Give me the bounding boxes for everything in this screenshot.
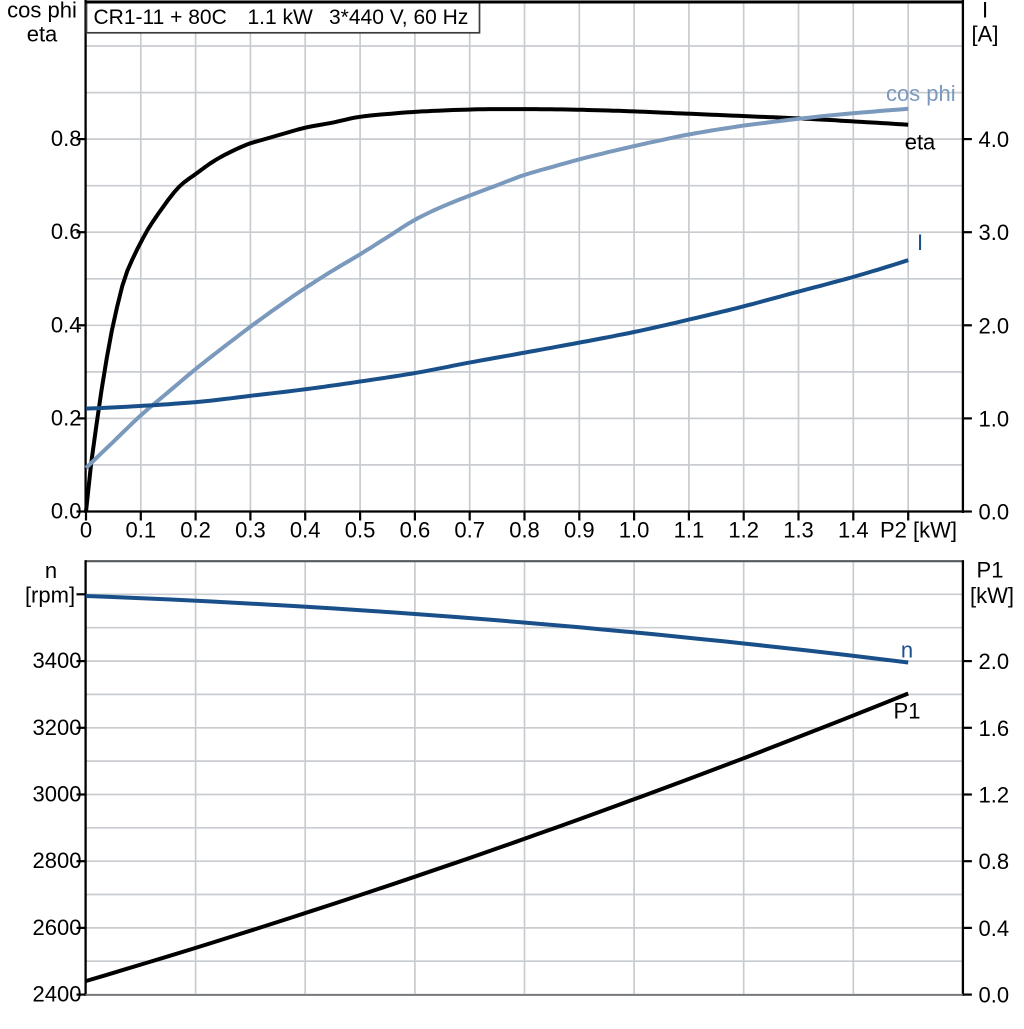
svg-text:0.1: 0.1: [126, 518, 157, 543]
svg-text:2600: 2600: [33, 915, 82, 940]
svg-text:0.2: 0.2: [180, 518, 211, 543]
svg-text:1.1: 1.1: [674, 518, 705, 543]
svg-text:1.0: 1.0: [619, 518, 650, 543]
svg-text:I: I: [982, 0, 988, 23]
svg-text:cos phi: cos phi: [886, 81, 956, 106]
svg-text:0.3: 0.3: [235, 518, 266, 543]
svg-text:0.4: 0.4: [290, 518, 321, 543]
svg-text:0.8: 0.8: [51, 126, 82, 151]
svg-text:0.6: 0.6: [400, 518, 431, 543]
svg-text:1.6: 1.6: [979, 716, 1010, 741]
svg-text:0.0: 0.0: [979, 500, 1010, 525]
svg-text:0.8: 0.8: [979, 849, 1010, 874]
svg-text:3400: 3400: [33, 648, 82, 673]
svg-text:1.3: 1.3: [783, 518, 814, 543]
svg-text:1.2: 1.2: [728, 518, 759, 543]
svg-text:P1: P1: [977, 558, 1004, 583]
svg-text:n: n: [45, 558, 57, 583]
svg-text:0.5: 0.5: [345, 518, 376, 543]
svg-text:0.4: 0.4: [51, 312, 82, 337]
svg-text:3.0: 3.0: [979, 220, 1010, 245]
svg-text:2.0: 2.0: [979, 313, 1010, 338]
svg-text:0.8: 0.8: [509, 518, 540, 543]
svg-text:3*440 V, 60 Hz: 3*440 V, 60 Hz: [329, 6, 468, 29]
svg-text:CR1-11 + 80C: CR1-11 + 80C: [94, 6, 227, 29]
svg-text:4.0: 4.0: [979, 127, 1010, 152]
svg-text:3200: 3200: [33, 715, 82, 740]
svg-text:I: I: [917, 230, 923, 255]
svg-text:3000: 3000: [33, 782, 82, 807]
svg-text:2400: 2400: [33, 982, 82, 1007]
svg-text:0.4: 0.4: [979, 916, 1010, 941]
svg-text:0.0: 0.0: [979, 983, 1010, 1008]
svg-text:eta: eta: [27, 22, 58, 47]
svg-text:0: 0: [80, 518, 92, 543]
svg-text:eta: eta: [905, 130, 936, 155]
svg-text:0.2: 0.2: [51, 405, 82, 430]
svg-text:0.7: 0.7: [454, 518, 485, 543]
svg-text:0.6: 0.6: [51, 219, 82, 244]
svg-text:[rpm]: [rpm]: [25, 583, 75, 608]
svg-text:1.4: 1.4: [838, 518, 869, 543]
svg-text:n: n: [901, 638, 913, 663]
svg-text:[A]: [A]: [972, 22, 999, 47]
svg-text:P1: P1: [894, 699, 921, 724]
svg-text:P2 [kW]: P2 [kW]: [880, 518, 957, 543]
svg-text:0.0: 0.0: [51, 499, 82, 524]
svg-text:1.0: 1.0: [979, 406, 1010, 431]
svg-text:2800: 2800: [33, 848, 82, 873]
svg-text:1.1 kW: 1.1 kW: [248, 6, 314, 29]
svg-text:2.0: 2.0: [979, 649, 1010, 674]
svg-text:[kW]: [kW]: [970, 583, 1014, 608]
svg-text:cos phi: cos phi: [7, 0, 77, 23]
svg-text:0.9: 0.9: [564, 518, 595, 543]
svg-text:1.2: 1.2: [979, 783, 1010, 808]
